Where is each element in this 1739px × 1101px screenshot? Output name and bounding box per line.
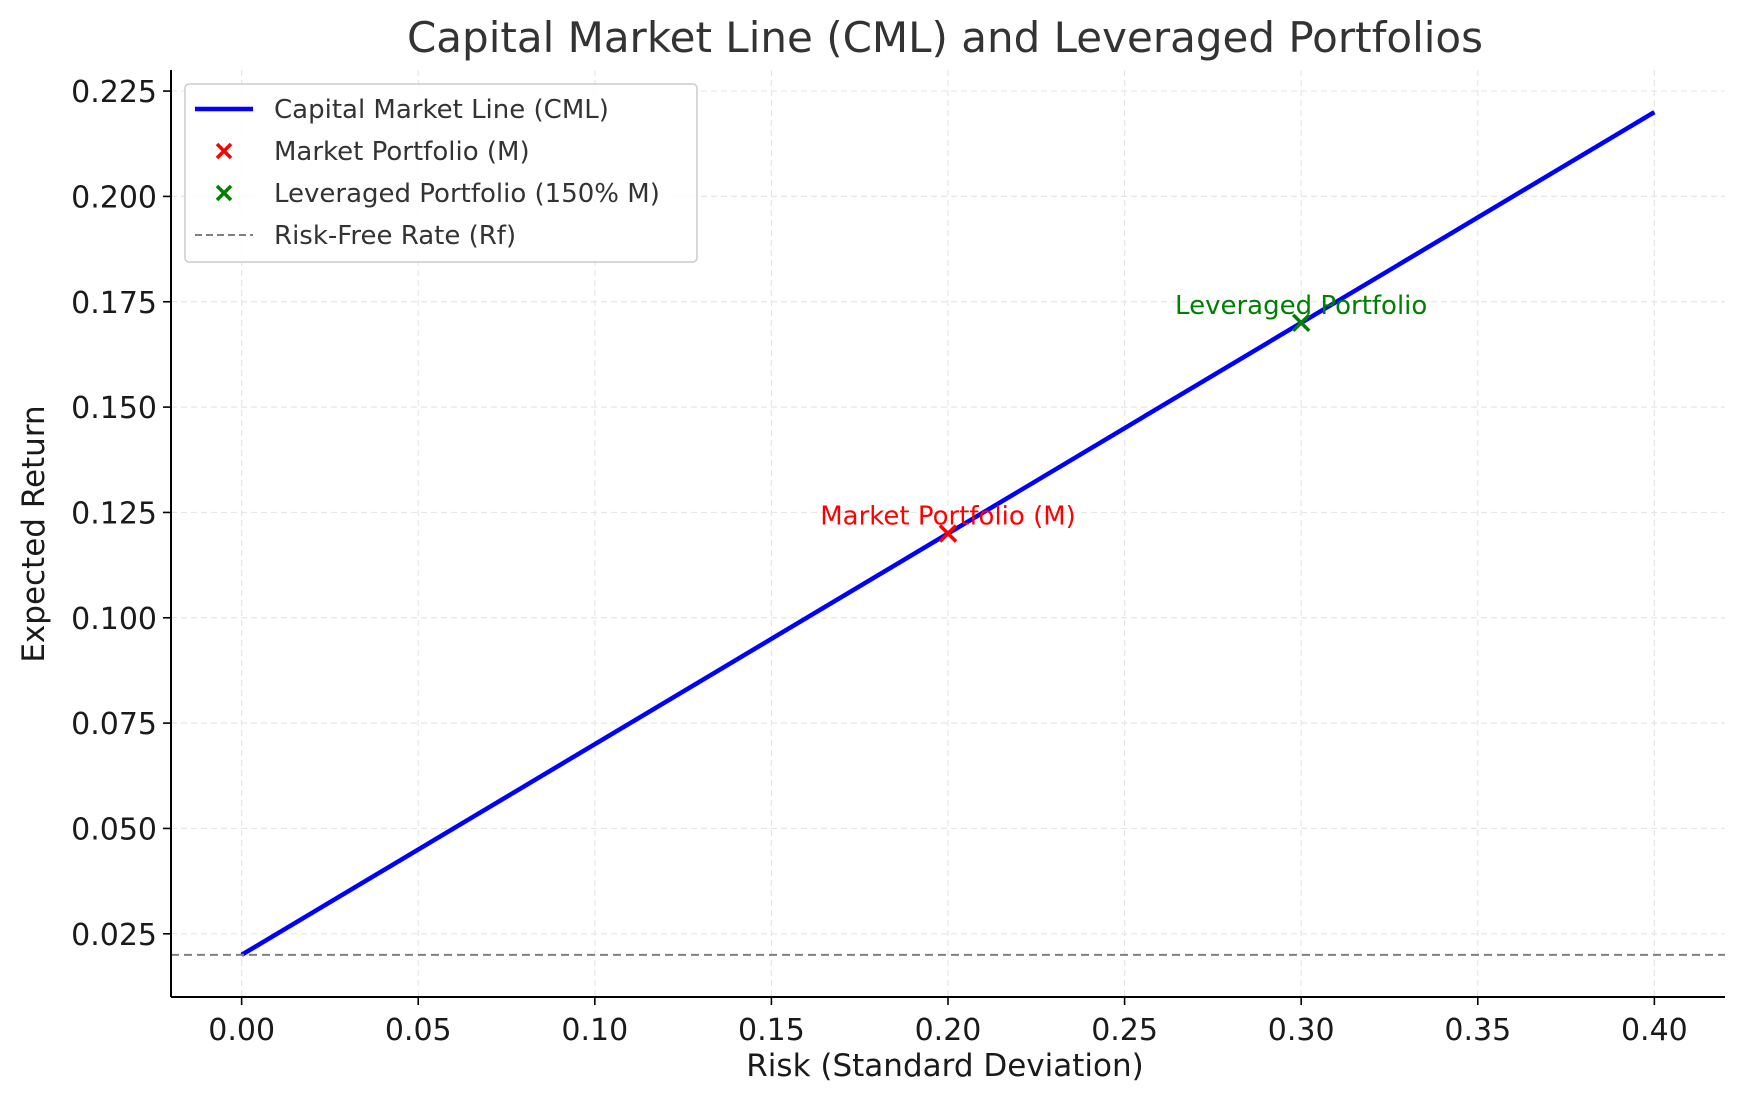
market-portfolio-marker-stroke-b [938,524,958,543]
y-tick-label: 0.225 [71,75,157,110]
x-axis-title: Risk (Standard Deviation) [746,1048,1143,1084]
legend-leveraged-portfolio-swatch-b [215,184,233,202]
legend: Capital Market Line (CML) Market Portfoli… [184,83,698,263]
y-tick-label: 0.150 [71,391,157,426]
legend-market-portfolio-swatch-b [215,142,233,160]
ticks: 0.00 0.05 0.10 0.15 0.20 0.25 0.30 0.35 0.40 0.02… [71,75,1688,1048]
legend-cml-label: Capital Market Line (CML) [274,95,609,125]
x-tick-label: 0.25 [1091,1013,1158,1048]
x-tick-label: 0.20 [915,1013,982,1048]
y-tick-label: 0.100 [71,602,157,637]
y-tick-label: 0.200 [71,180,157,215]
y-tick-label: 0.125 [71,496,157,531]
x-tick-label: 0.10 [561,1013,628,1048]
legend-leveraged-portfolio-label: Leveraged Portfolio (150% M) [274,179,660,209]
y-axis-title: Expected Return [16,405,52,662]
market-portfolio-marker [938,524,958,543]
legend-box [184,83,698,263]
leveraged-portfolio-marker-stroke-b [1291,313,1311,333]
legend-leveraged-portfolio-swatch [215,184,233,202]
x-tick-label: 0.30 [1268,1013,1335,1048]
chart-title: Capital Market Line (CML) and Leveraged … [407,13,1483,62]
market-portfolio-annotation: Market Portfolio (M) [820,502,1076,532]
leveraged-portfolio-annotation: Leveraged Portfolio [1175,291,1427,321]
plot-data: Market Portfolio (M) Leveraged Portfolio [171,110,1725,957]
legend-market-portfolio-label: Market Portfolio (M) [274,137,530,167]
x-tick-label: 0.05 [385,1013,452,1048]
y-tick-label: 0.175 [71,286,157,321]
legend-risk-free-rate-label: Risk-Free Rate (Rf) [274,221,516,251]
x-tick-label: 0.15 [738,1013,805,1048]
x-tick-label: 0.00 [208,1013,275,1048]
x-tick-label: 0.40 [1621,1013,1688,1048]
y-tick-label: 0.075 [71,707,157,742]
y-tick-label: 0.025 [71,918,157,953]
x-tick-label: 0.35 [1444,1013,1511,1048]
y-tick-label: 0.050 [71,812,157,847]
leveraged-portfolio-marker [1291,313,1311,333]
legend-market-portfolio-swatch [215,142,233,160]
